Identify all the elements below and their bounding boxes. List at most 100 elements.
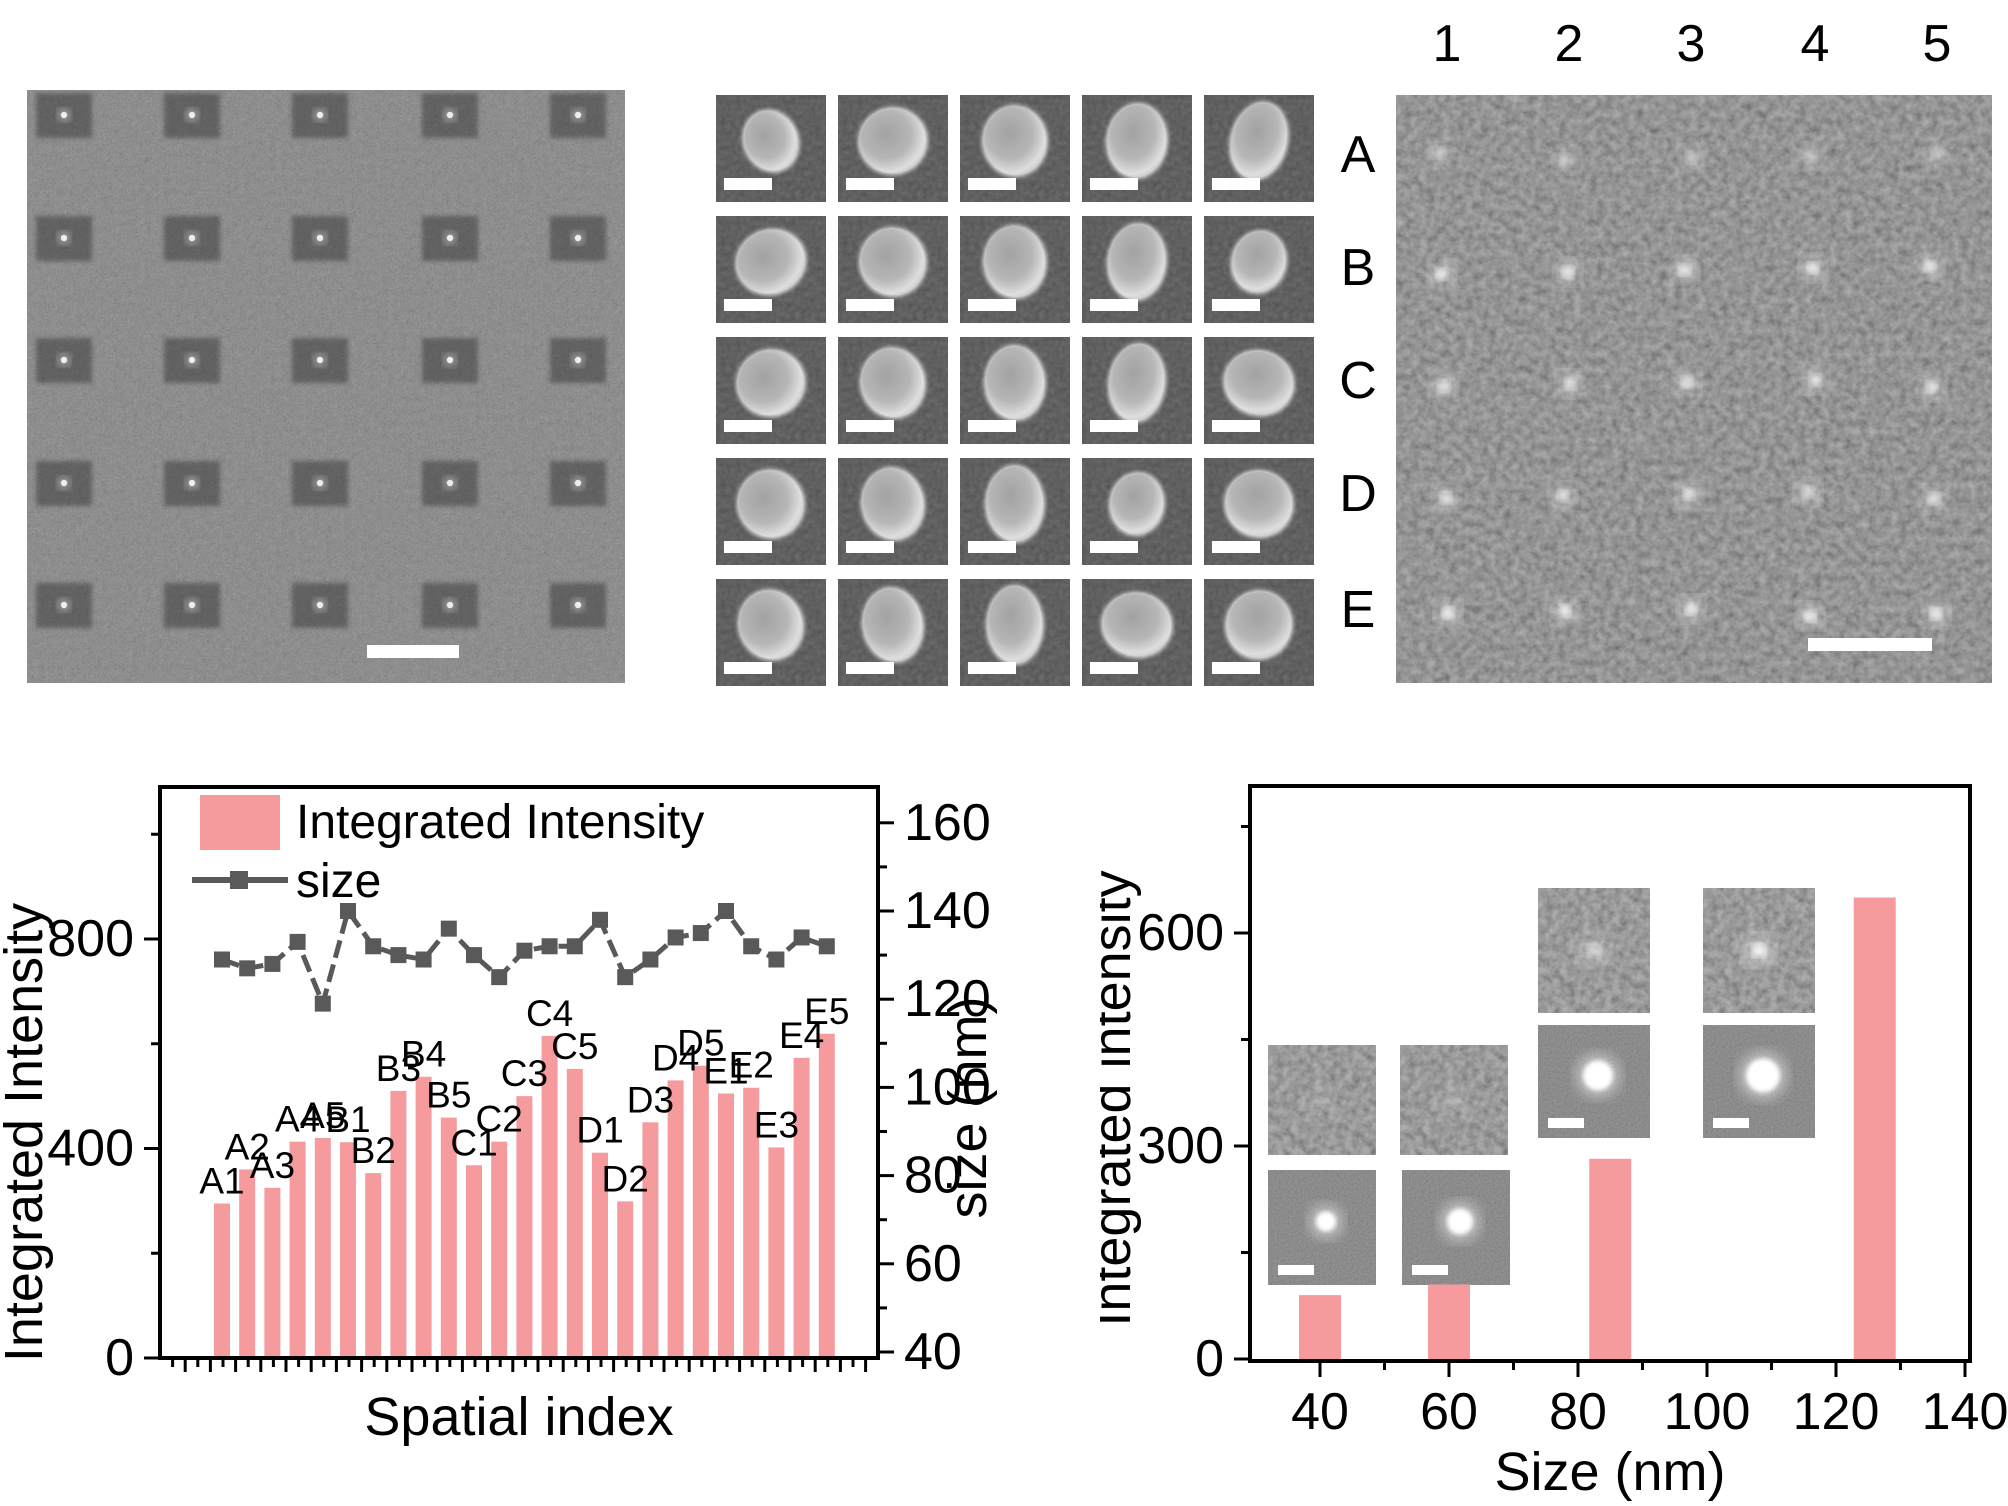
patterned-site [36,461,92,506]
xtick-60: 60 [1420,1383,1478,1441]
scale-bar [1808,638,1932,651]
bar-D2 [617,1201,634,1358]
sem-tile-B2 [838,216,948,323]
size-marker-E3 [768,951,785,968]
nanoparticle [737,589,805,661]
fluorescent-spot-A4 [1798,143,1824,169]
scale-bar [846,299,894,311]
bar-chart-with-insets: 0 300 600 40 60 80 100 120 140 Size (nm) Integrate… [1100,784,2008,1502]
bar-B1 [340,1142,356,1358]
sem-tile-E3 [960,579,1070,686]
nanoparticle [1229,101,1289,181]
scale-bar [724,299,772,311]
scale-bar [367,645,459,658]
yaxis-left-label: Integrated Intensity [0,903,54,1362]
scale-bar [968,662,1016,674]
fluorescent-spot-D4 [1795,479,1821,505]
bar-label-E5: E5 [804,991,849,1032]
scale-bar [1212,299,1260,311]
scale-bar [1090,420,1138,432]
yaxis-right-label: size (nm) [938,996,998,1218]
fluor-col-label-4: 4 [1800,15,1830,73]
patterned-site [292,93,348,138]
fluorescent-spot-C2 [1557,371,1583,397]
bar-E4 [793,1057,810,1358]
bar-label-A3: A3 [250,1145,295,1186]
fluorescent-spot-E2 [1552,598,1578,624]
bar-A5 [314,1138,331,1358]
sem-tile-B3 [960,216,1070,323]
size-marker-A2 [239,960,256,977]
fluor-row-label-D: D [1339,465,1377,523]
patterned-site [164,461,220,506]
fluorescent-spot-E5 [1923,601,1949,627]
patterned-site [164,338,220,383]
fluor-col-label-2: 2 [1554,15,1584,73]
nanoparticle [858,106,928,176]
chart-intensity-by-size: 0 300 600 40 60 80 100 120 140 Size (nm) Integrate… [1100,740,2008,1506]
bar-label-B5: B5 [426,1075,471,1116]
nanoparticle [1105,103,1169,179]
bar-label-A4: A4 [275,1099,320,1140]
scale-bar [968,299,1016,311]
sem-overview-image [27,90,625,683]
inset-sem-40nm [1268,1170,1376,1285]
legend-label-intensity: Integrated Intensity [296,796,704,849]
fluorescent-spot-B2 [1555,259,1581,285]
sem-tile-C1 [716,337,826,444]
size-marker-C5 [566,938,583,955]
bar-A2 [239,1169,256,1358]
scale-bar [968,420,1016,432]
sem-tile-A1 [716,95,826,202]
bar-E2 [743,1087,760,1358]
ytick-left-400: 400 [47,1120,134,1178]
bar-size-85nm [1589,1158,1632,1359]
bar-label-C1: C1 [450,1122,497,1163]
fluorescent-spot-A1 [1427,140,1453,166]
bar-label-D4: D4 [652,1037,699,1078]
nanoparticle [981,105,1049,177]
fluorescent-spot-E4 [1797,603,1823,629]
bar-label-D3: D3 [627,1079,674,1120]
bar-C4 [541,1035,558,1358]
fluorescent-spot-D3 [1676,481,1702,507]
sem-tile-D4 [1082,458,1192,565]
sem-tile-B5 [1204,216,1314,323]
patterned-site [422,583,478,628]
fluorescent-spot-E3 [1678,596,1704,622]
nanoparticle [859,347,927,419]
size-marker-B3 [390,947,407,964]
fluor-col-label-3: 3 [1676,15,1706,73]
fluor-col-label-1: 1 [1432,15,1462,73]
size-marker-D1 [592,911,608,928]
scale-bar [968,178,1016,190]
size-marker-B1 [340,903,356,919]
sem-tile-A2 [838,95,948,202]
scale-bar [1090,178,1138,190]
fluorescent-spot-C5 [1919,374,1945,400]
nanoparticle [1106,223,1168,301]
fluor-col-label-5: 5 [1922,15,1952,73]
bar-label-C5: C5 [551,1026,598,1067]
nanoparticle [1101,591,1173,659]
ytick-600: 600 [1137,904,1224,962]
bar-label-B4: B4 [401,1034,446,1075]
xtick-100: 100 [1664,1383,1751,1441]
scale-bar [1212,178,1260,190]
sem-tile-D1 [716,458,826,565]
fluor-row-label-C: C [1339,352,1377,410]
bar-label-E1: E1 [703,1051,748,1092]
ytick-right-40: 40 [904,1323,962,1381]
xtick-140: 140 [1922,1383,2008,1441]
inset-fluorescence-40nm [1268,1045,1376,1155]
fluorescence-map-image [1396,95,1992,683]
size-marker-B4 [415,951,432,968]
bar-label-A2: A2 [225,1126,270,1167]
bar-A4 [289,1141,306,1358]
xtick-40: 40 [1291,1383,1349,1441]
size-marker-A4 [289,933,306,950]
legend-marker-size [230,871,248,889]
size-marker-E5 [818,938,835,955]
patterned-site [36,583,92,628]
